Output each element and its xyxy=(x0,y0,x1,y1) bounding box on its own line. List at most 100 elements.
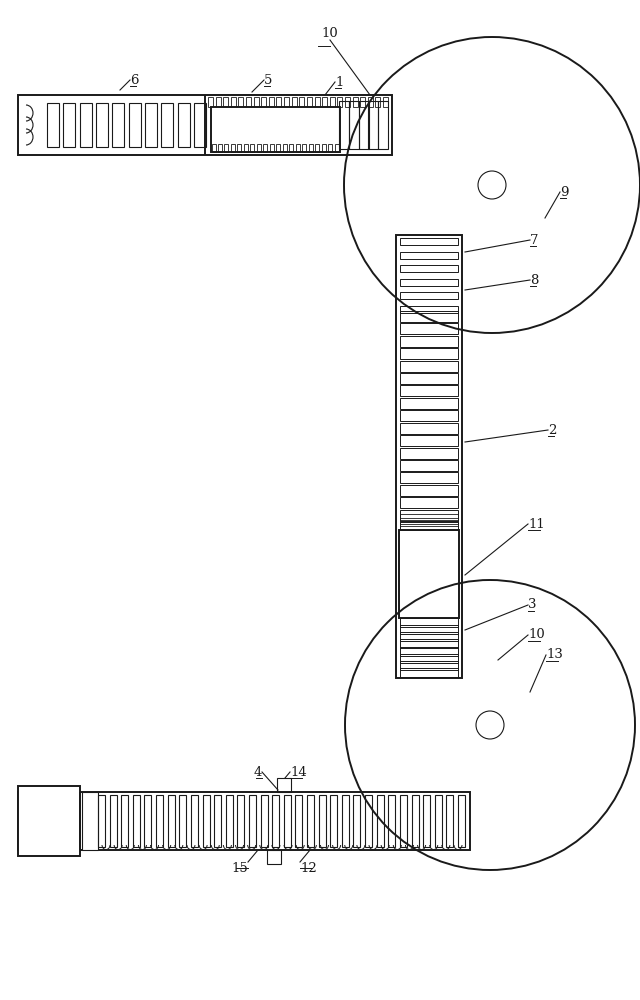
Bar xyxy=(276,144,280,152)
Bar xyxy=(191,795,198,847)
Bar xyxy=(319,795,326,847)
Bar xyxy=(400,410,458,421)
Bar xyxy=(202,795,209,847)
Bar xyxy=(98,795,105,847)
Bar xyxy=(208,97,213,107)
Bar xyxy=(96,103,108,147)
Bar xyxy=(400,448,458,459)
Bar xyxy=(400,265,458,272)
Bar xyxy=(231,144,235,152)
Bar xyxy=(400,668,458,677)
Bar xyxy=(400,639,458,648)
Bar xyxy=(400,618,458,627)
Bar xyxy=(342,795,349,847)
Bar xyxy=(129,103,141,147)
Bar xyxy=(400,485,458,496)
Bar xyxy=(237,795,244,847)
Bar xyxy=(307,97,312,107)
Bar xyxy=(400,398,458,409)
Bar xyxy=(412,795,419,847)
Bar xyxy=(292,97,297,107)
Bar xyxy=(435,795,442,847)
Bar xyxy=(18,792,470,850)
Bar xyxy=(63,103,76,147)
Bar xyxy=(400,306,458,313)
Text: 11: 11 xyxy=(528,518,545,530)
Text: 6: 6 xyxy=(130,74,138,87)
Bar xyxy=(178,103,189,147)
Bar xyxy=(263,144,268,152)
Bar xyxy=(211,107,340,152)
Bar xyxy=(267,850,281,864)
Text: 4: 4 xyxy=(253,766,262,778)
Bar xyxy=(335,144,339,152)
Bar xyxy=(257,144,261,152)
Bar xyxy=(145,103,157,147)
Bar xyxy=(321,144,326,152)
Text: 8: 8 xyxy=(530,273,538,286)
Bar xyxy=(423,795,430,847)
Bar xyxy=(302,144,306,152)
Bar xyxy=(226,795,233,847)
Bar xyxy=(261,97,266,107)
Bar xyxy=(349,101,359,149)
Bar xyxy=(307,795,314,847)
Bar xyxy=(296,144,300,152)
Bar xyxy=(353,97,358,107)
Bar xyxy=(337,97,342,107)
Text: 3: 3 xyxy=(528,598,536,611)
Bar xyxy=(18,786,80,856)
Bar xyxy=(400,373,458,384)
Bar xyxy=(353,795,360,847)
Bar xyxy=(400,497,458,508)
Bar xyxy=(400,647,458,656)
Text: 2: 2 xyxy=(548,424,556,436)
Text: 10: 10 xyxy=(528,629,545,642)
Bar xyxy=(47,103,59,147)
Bar xyxy=(368,97,372,107)
Bar xyxy=(246,97,251,107)
Bar xyxy=(156,795,163,847)
Bar xyxy=(388,795,396,847)
Bar xyxy=(272,795,279,847)
Bar xyxy=(330,97,335,107)
Bar xyxy=(345,97,350,107)
Text: 7: 7 xyxy=(530,233,538,246)
Bar xyxy=(237,144,241,152)
Bar xyxy=(400,526,458,530)
Text: 9: 9 xyxy=(560,186,568,198)
Bar xyxy=(322,97,327,107)
Bar xyxy=(253,97,259,107)
Bar xyxy=(239,97,243,107)
Bar xyxy=(400,795,407,847)
Text: 10: 10 xyxy=(322,27,339,40)
Bar xyxy=(400,336,458,347)
Bar xyxy=(400,460,458,471)
Bar xyxy=(358,101,369,149)
Bar xyxy=(283,144,287,152)
Bar xyxy=(400,385,458,396)
Bar xyxy=(218,144,222,152)
Bar xyxy=(383,97,388,107)
Bar xyxy=(315,144,319,152)
Bar xyxy=(400,292,458,299)
Bar xyxy=(328,144,332,152)
Bar xyxy=(161,103,173,147)
Bar xyxy=(260,795,268,847)
Text: 12: 12 xyxy=(300,862,317,875)
Bar xyxy=(458,795,465,847)
Bar xyxy=(79,103,92,147)
Bar xyxy=(276,97,282,107)
Bar xyxy=(194,103,206,147)
Bar xyxy=(396,235,462,678)
Bar xyxy=(400,238,458,245)
Bar xyxy=(377,795,384,847)
Bar xyxy=(231,97,236,107)
Bar xyxy=(277,778,291,792)
Bar xyxy=(400,348,458,359)
Bar xyxy=(330,795,337,847)
Bar xyxy=(400,279,458,286)
Text: 13: 13 xyxy=(546,648,563,662)
Bar xyxy=(400,435,458,446)
Bar xyxy=(244,144,248,152)
